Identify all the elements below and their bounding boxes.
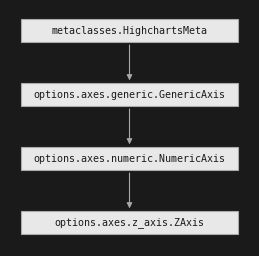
Text: options.axes.z_axis.ZAxis: options.axes.z_axis.ZAxis [54, 217, 205, 228]
Text: metaclasses.HighchartsMeta: metaclasses.HighchartsMeta [52, 26, 207, 36]
FancyBboxPatch shape [21, 147, 238, 170]
FancyBboxPatch shape [21, 83, 238, 106]
Text: options.axes.generic.GenericAxis: options.axes.generic.GenericAxis [33, 90, 226, 100]
Text: options.axes.numeric.NumericAxis: options.axes.numeric.NumericAxis [33, 154, 226, 164]
FancyBboxPatch shape [21, 211, 238, 234]
FancyBboxPatch shape [21, 19, 238, 42]
